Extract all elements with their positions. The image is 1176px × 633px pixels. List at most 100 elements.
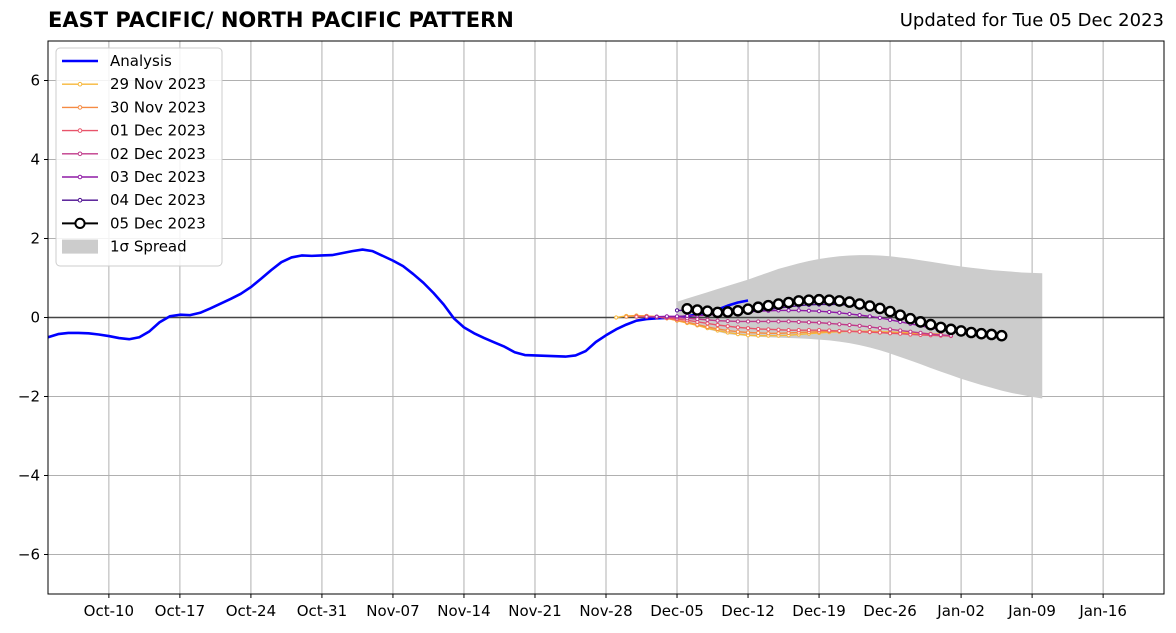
data-point [827, 321, 832, 326]
data-point [715, 318, 720, 323]
data-point [776, 319, 781, 324]
legend-marker [77, 105, 83, 110]
series-line [47, 248, 749, 358]
data-point [928, 331, 933, 337]
tick-labels: Oct-10 Oct-17 Oct-24 Oct-31 Nov-07 Nov-14 Nov-… [18, 72, 1127, 621]
legend-marker [77, 128, 83, 133]
series-forecast [681, 293, 1008, 342]
data-point [735, 319, 740, 324]
data-point [725, 324, 730, 329]
x-tick-label: Jan-16 [1078, 602, 1127, 620]
data-point [705, 317, 710, 322]
data-point [745, 319, 751, 324]
data-point [853, 298, 866, 310]
data-point [705, 321, 710, 326]
data-point [877, 330, 883, 335]
data-point [887, 331, 893, 336]
x-tick-label: Nov-28 [579, 602, 632, 620]
x-tick-label: Nov-07 [366, 602, 419, 620]
data-point [695, 316, 700, 322]
data-point [935, 321, 947, 334]
data-point [786, 319, 791, 324]
legend-label: 03 Dec 2023 [110, 168, 206, 186]
x-tick-label: Jan-09 [1007, 602, 1056, 620]
data-point [857, 313, 862, 318]
data-point [837, 322, 842, 327]
data-point [918, 330, 923, 336]
data-point [857, 323, 862, 328]
x-tick-label: Dec-12 [721, 602, 775, 620]
x-tick-label: Oct-17 [155, 602, 205, 620]
data-point [735, 325, 740, 330]
y-tick-label: −4 [18, 467, 40, 485]
data-point [985, 328, 998, 341]
data-point [823, 294, 836, 306]
data-point [806, 320, 812, 325]
data-point [837, 310, 842, 315]
x-tick-label: Oct-24 [226, 602, 276, 620]
y-tick-label: 2 [30, 230, 40, 248]
data-point [827, 309, 832, 315]
legend-marker [77, 81, 83, 87]
data-point [847, 322, 852, 328]
data-point [796, 308, 801, 313]
y-tick-label: −2 [18, 388, 40, 406]
data-point [816, 328, 822, 333]
data-point [705, 324, 710, 330]
data-point [725, 318, 730, 324]
data-point [732, 304, 744, 317]
data-point [756, 319, 761, 324]
data-point [816, 309, 822, 314]
series-analysis [47, 248, 749, 358]
data-point [827, 328, 832, 333]
data-point [745, 330, 751, 335]
legend-marker [74, 217, 86, 229]
data-point [863, 300, 876, 312]
x-tick-label: Dec-19 [792, 602, 846, 620]
data-point [715, 322, 720, 328]
data-point [735, 329, 740, 334]
data-point [813, 293, 825, 306]
legend-label: 05 Dec 2023 [110, 214, 206, 232]
chart-title: EAST PACIFIC/ NORTH PACIFIC PATTERN [48, 8, 514, 32]
data-point [938, 332, 943, 337]
data-point [796, 328, 801, 333]
data-point [614, 315, 619, 320]
data-point [843, 296, 856, 308]
data-point [796, 319, 801, 324]
data-point [867, 314, 872, 319]
legend-spread-swatch [62, 239, 98, 254]
legend-label: 1σ Spread [110, 238, 187, 256]
data-point [674, 314, 680, 319]
data-point [786, 308, 791, 313]
data-point [766, 319, 771, 324]
data-point [908, 329, 913, 334]
legend-label: 01 Dec 2023 [110, 122, 206, 140]
data-point [766, 327, 771, 332]
data-point [654, 314, 659, 319]
data-point [701, 305, 714, 317]
data-point [776, 331, 781, 336]
data-point [898, 328, 903, 333]
data-point [644, 314, 649, 319]
legend-label: 02 Dec 2023 [110, 145, 206, 163]
legend-marker [77, 151, 83, 157]
legend-marker [77, 197, 83, 203]
x-tick-label: Dec-26 [863, 602, 917, 620]
data-point [756, 330, 761, 336]
data-point [894, 309, 907, 321]
data-point [772, 298, 785, 310]
data-point [762, 299, 775, 312]
data-point [867, 330, 872, 335]
data-point [786, 328, 791, 333]
x-tick-label: Nov-21 [508, 602, 561, 620]
data-point [887, 327, 893, 332]
data-point [874, 302, 886, 315]
data-point [857, 329, 862, 334]
data-point [725, 328, 730, 333]
data-point [715, 326, 720, 332]
legend-label: 04 Dec 2023 [110, 191, 206, 209]
y-tick-label: 6 [30, 72, 40, 90]
data-point [904, 312, 917, 325]
